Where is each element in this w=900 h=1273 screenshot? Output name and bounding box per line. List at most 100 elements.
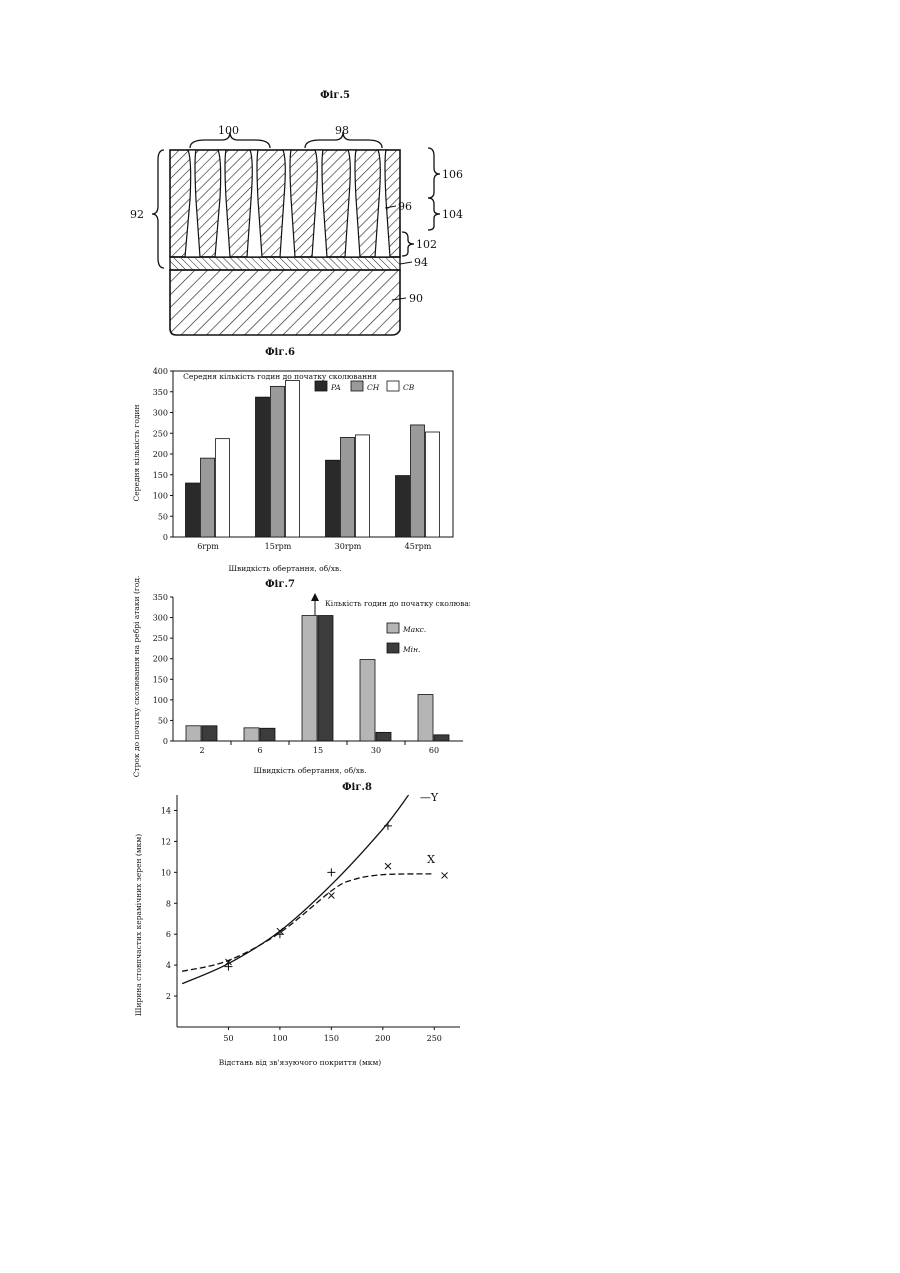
legend-label-PA: PA bbox=[330, 383, 341, 392]
label-96: 96 bbox=[398, 200, 412, 213]
brace-92 bbox=[152, 150, 164, 268]
label-94: 94 bbox=[414, 256, 428, 269]
y-tick-label: 4 bbox=[166, 961, 171, 970]
brace-102 bbox=[402, 232, 414, 256]
y-tick-label: 14 bbox=[161, 806, 171, 815]
y-tick-label: 250 bbox=[153, 634, 168, 643]
y-tick-label: 0 bbox=[163, 533, 168, 542]
bar-PA-45rpm bbox=[396, 476, 410, 537]
series-line-X bbox=[182, 874, 434, 971]
annotation-arrow-head bbox=[311, 593, 319, 601]
figure-5: Фіг.5 100 98 92 106 104 102 bbox=[130, 80, 500, 355]
label-104: 104 bbox=[442, 208, 463, 221]
y-tick-label: 150 bbox=[153, 675, 168, 684]
bar-Макс.-60 bbox=[418, 695, 433, 741]
fig7-ylabel: Строк до початку сколювання на ребрі ата… bbox=[132, 575, 141, 777]
bar-CH-45rpm bbox=[411, 425, 425, 537]
fig6-title: Фіг.6 bbox=[265, 347, 295, 358]
fig7-annotation: Кількість годин до початку сколювання bbox=[325, 599, 470, 608]
label-98: 98 bbox=[335, 124, 349, 137]
legend-label-Мін.: Мін. bbox=[402, 645, 420, 654]
marker-X bbox=[442, 872, 448, 878]
label-90: 90 bbox=[409, 292, 423, 305]
legend-swatch-CB bbox=[387, 381, 399, 391]
x-tick-label: 150 bbox=[324, 1034, 339, 1043]
y-tick-label: 200 bbox=[153, 655, 168, 664]
x-tick-label: 250 bbox=[427, 1034, 442, 1043]
legend-swatch-Мін. bbox=[387, 643, 399, 653]
figure-7: Фіг.7 Кількість годин до початку сколюва… bbox=[125, 575, 470, 780]
bar-CB-45rpm bbox=[426, 432, 440, 537]
y-tick-label: 200 bbox=[153, 450, 168, 459]
fig7-chart: Фіг.7 Кількість годин до початку сколюва… bbox=[125, 575, 470, 780]
bar-Макс.-2 bbox=[186, 726, 201, 741]
x-tick-label: 100 bbox=[272, 1034, 287, 1043]
marker-X bbox=[385, 863, 391, 869]
brace-104 bbox=[428, 198, 440, 230]
fig6-xlabel: Швидкість обертання, об/хв. bbox=[228, 564, 341, 573]
x-tick-label: 15 bbox=[313, 746, 323, 755]
marker-Y bbox=[224, 963, 232, 971]
bar-CH-15rpm bbox=[271, 386, 285, 537]
x-tick-label: 50 bbox=[223, 1034, 233, 1043]
bar-Мін.-60 bbox=[434, 735, 449, 741]
x-tick-label: 6rpm bbox=[197, 542, 219, 551]
brace-106 bbox=[428, 148, 440, 198]
legend-label-CB: CB bbox=[403, 383, 415, 392]
bar-CH-30rpm bbox=[341, 437, 355, 537]
x-tick-label: 60 bbox=[429, 746, 439, 755]
fig6-ylabel: Середня кількість годин bbox=[132, 404, 141, 501]
fig6-chart: Фіг.6 Середня кількість годин до початку… bbox=[125, 343, 470, 578]
bar-Мін.-6 bbox=[260, 728, 275, 741]
bar-Макс.-6 bbox=[244, 728, 259, 741]
y-tick-label: 50 bbox=[158, 512, 168, 521]
y-tick-label: 6 bbox=[166, 930, 171, 939]
y-tick-label: 50 bbox=[158, 716, 168, 725]
figure-6: Фіг.6 Середня кількість годин до початку… bbox=[125, 343, 470, 578]
y-tick-label: 350 bbox=[153, 388, 168, 397]
marker-Y bbox=[384, 822, 392, 830]
bar-PA-30rpm bbox=[326, 460, 340, 537]
y-tick-label: 100 bbox=[153, 492, 168, 501]
y-tick-label: 300 bbox=[153, 614, 168, 623]
bar-Макс.-15 bbox=[302, 616, 317, 741]
y-tick-label: 10 bbox=[161, 868, 171, 877]
leader-94 bbox=[400, 262, 412, 264]
bar-Мін.-30 bbox=[376, 732, 391, 741]
y-tick-label: 250 bbox=[153, 429, 168, 438]
y-tick-label: 12 bbox=[161, 837, 171, 846]
fig8-xlabel: Відстань від зв'язуючого покриття (мкм) bbox=[219, 1058, 382, 1067]
legend-swatch-CH bbox=[351, 381, 363, 391]
y-tick-label: 100 bbox=[153, 696, 168, 705]
x-tick-label: 30rpm bbox=[335, 542, 362, 551]
series-line-Y bbox=[182, 795, 408, 984]
bar-Мін.-15 bbox=[318, 616, 333, 741]
bar-CH-6rpm bbox=[201, 458, 215, 537]
legend-label-CH: CH bbox=[367, 383, 380, 392]
x-tick-label: 2 bbox=[199, 746, 204, 755]
x-tick-label: 6 bbox=[257, 746, 262, 755]
x-tick-label: 45rpm bbox=[405, 542, 432, 551]
legend-swatch-PA bbox=[315, 381, 327, 391]
legend-swatch-Макс. bbox=[387, 623, 399, 633]
fig8-chart: Фіг.8 Відстань від зв'язуючого покриття … bbox=[125, 775, 470, 1075]
x-tick-label: 15rpm bbox=[265, 542, 292, 551]
bar-Мін.-2 bbox=[202, 726, 217, 741]
label-92: 92 bbox=[130, 208, 144, 221]
y-tick-label: 400 bbox=[153, 367, 168, 376]
marker-X bbox=[328, 893, 334, 899]
series-label-Y: —Y bbox=[420, 791, 439, 804]
series-label-X: X bbox=[427, 853, 435, 866]
y-tick-label: 350 bbox=[153, 593, 168, 602]
fig7-xlabel: Швидкість обертання, об/хв. bbox=[253, 766, 366, 775]
bar-PA-6rpm bbox=[186, 483, 200, 537]
fig8-ylabel: Ширина стовпчастих керамічних зерен (мкм… bbox=[134, 834, 143, 1016]
fig7-title: Фіг.7 bbox=[265, 579, 295, 590]
substrate-90 bbox=[170, 270, 400, 335]
fig8-title: Фіг.8 bbox=[342, 782, 372, 793]
y-tick-label: 300 bbox=[153, 409, 168, 418]
x-tick-label: 30 bbox=[371, 746, 381, 755]
legend-label-Макс.: Макс. bbox=[402, 625, 426, 634]
y-tick-label: 150 bbox=[153, 471, 168, 480]
y-tick-label: 0 bbox=[163, 737, 168, 746]
